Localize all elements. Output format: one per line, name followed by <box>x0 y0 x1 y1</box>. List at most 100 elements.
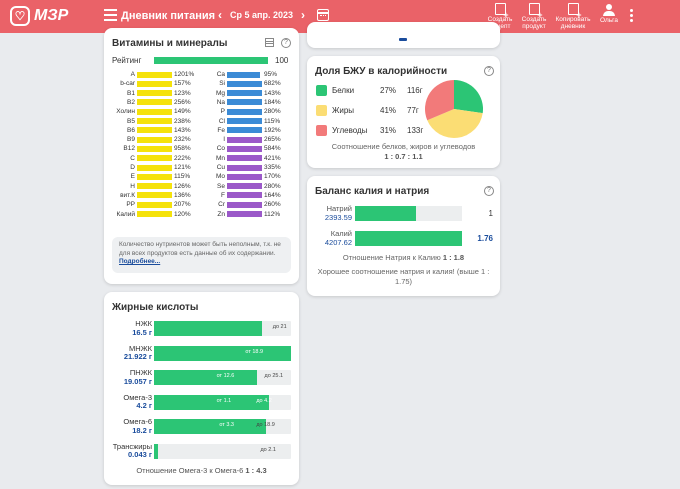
vitamin-name: PP <box>126 201 135 209</box>
kna-ratio-label: Отношение Натрия к Калию <box>342 253 441 262</box>
vitamin-bar <box>227 127 262 134</box>
copy-diary-button[interactable]: Копировать дневник <box>554 3 592 30</box>
vitamin-percent: 192% <box>264 126 281 134</box>
vitamin-bar <box>227 192 262 199</box>
menu-icon[interactable] <box>104 9 117 21</box>
vitamin-name: вит.К <box>120 191 135 199</box>
fatty-acids-title: Жирные кислоты <box>112 302 199 313</box>
note-text: Количество нутриентов может быть неполны… <box>119 241 281 257</box>
bju-color-swatch <box>316 105 327 116</box>
help-icon[interactable]: ? <box>484 66 494 76</box>
vitamin-bar <box>137 80 172 87</box>
fatty-acid-fill <box>154 321 263 336</box>
next-day-chevron-icon[interactable]: › <box>300 8 305 22</box>
vitamin-percent: 120% <box>174 210 191 218</box>
create-product-button[interactable]: Создать продукт <box>517 3 551 30</box>
fatty-acid-value: 18.2 г <box>132 425 152 435</box>
fatty-acid-track: от 12.6 до 25.1 <box>154 370 291 385</box>
vitamin-name: Cr <box>218 201 225 209</box>
vitamin-name: H <box>130 182 135 190</box>
create-product-icon <box>528 3 543 19</box>
vitamin-percent: 256% <box>174 98 191 106</box>
fatty-acid-fill <box>154 394 270 410</box>
bju-card: Доля БЖУ в калорийности ? Белки 27% 116г Жи… <box>307 56 500 168</box>
fatty-acid-norm-tick: от 3.3 <box>219 422 234 428</box>
vitamin-percent: 184% <box>264 98 281 106</box>
create-recipe-button[interactable]: Создать рецепт <box>483 3 517 30</box>
fatty-acid-track: от 1.1 до 4.2 <box>154 394 291 410</box>
user-profile-button[interactable]: Ольга <box>594 3 624 24</box>
rating-label: Рейтинг <box>112 56 142 65</box>
vitamin-percent: 121% <box>174 164 191 171</box>
bju-grams: 77г <box>407 106 419 115</box>
vitamin-bar <box>227 201 262 208</box>
heart-logo-icon: ♡ <box>10 6 30 26</box>
vitamin-percent: 682% <box>264 80 281 88</box>
fatty-acid-track: от 3.3 до 18.9 <box>154 419 291 434</box>
kna-ratio: Отношение Натрия к Калию 1 : 1.8 <box>307 253 500 263</box>
value-marker <box>399 38 407 41</box>
logo[interactable]: ♡ МЗР <box>10 6 68 26</box>
vitamin-percent: 136% <box>174 191 191 199</box>
kna-name: Натрий <box>326 204 352 213</box>
vitamin-bar <box>137 99 172 106</box>
potassium-sodium-card: Баланс калия и натрия ? Натрий 2393.59 1 Ка… <box>307 176 500 296</box>
fatty-acid-norm-tick: до 21 <box>272 324 287 330</box>
vitamin-percent: 232% <box>174 136 191 144</box>
date-navigator: ‹ Ср 5 апр. 2023 › <box>218 8 305 22</box>
fatty-acid-label: Омега-3 4.2 г <box>104 392 152 411</box>
vitamin-percent: 157% <box>174 80 191 88</box>
bju-ratio-value: 1 : 0.7 : 1.1 <box>384 152 423 161</box>
more-options-icon[interactable] <box>630 9 633 22</box>
more-details-link[interactable]: Подробнее... <box>119 258 161 265</box>
help-icon[interactable]: ? <box>281 38 291 48</box>
vitamin-name: Si <box>219 80 225 88</box>
create-recipe-label-2: рецепт <box>489 23 511 30</box>
fatty-acid-norm-tick: до 2.1 <box>260 446 276 453</box>
vitamin-percent: 222% <box>174 154 191 162</box>
fatty-acid-name: ПНЖК <box>129 368 152 377</box>
vitamin-name: A <box>130 71 135 78</box>
fatty-acid-track: до 21 <box>154 321 291 336</box>
vitamin-percent: 335% <box>264 164 281 171</box>
create-recipe-icon <box>494 3 509 19</box>
vitamin-bar <box>137 201 172 208</box>
vitamin-name: B12 <box>123 145 135 153</box>
vitamin-percent: 170% <box>264 173 281 181</box>
logo-text: МЗР <box>34 7 69 24</box>
vitamin-percent: 143% <box>264 89 281 97</box>
copy-diary-label-1: Копировать <box>555 16 591 23</box>
vitamin-name: Na <box>216 98 225 106</box>
vitamin-percent: 584% <box>264 145 281 153</box>
vitamin-percent: 1201% <box>174 71 195 78</box>
vitamin-name: Mo <box>215 173 225 181</box>
table-view-icon[interactable] <box>265 38 274 47</box>
fatty-acid-value: 4.2 г <box>136 401 152 410</box>
vitamin-name: Mn <box>215 154 225 162</box>
vitamin-bar <box>137 192 172 199</box>
fatty-acid-name: Омега-3 <box>123 392 152 402</box>
vitamin-bar <box>227 118 262 124</box>
vitamin-name: B2 <box>127 98 135 106</box>
prev-day-chevron-icon[interactable]: ‹ <box>218 8 222 22</box>
vitamin-name: Калий <box>116 210 135 218</box>
vitamin-bar <box>227 164 262 171</box>
nutrient-note: Количество нутриентов может быть неполны… <box>112 237 291 273</box>
fatty-acid-name: Омега-6 <box>123 417 152 426</box>
calendar-icon[interactable] <box>317 9 329 21</box>
current-date[interactable]: Ср 5 апр. 2023 <box>230 10 293 20</box>
vitamin-bar <box>137 173 172 180</box>
vitamin-bar <box>137 164 172 171</box>
kna-comment: Хорошее соотношение натрия и калия! (выш… <box>317 267 490 286</box>
vitamin-percent: 115% <box>264 117 281 125</box>
kna-amount: 2393.59 <box>324 212 352 222</box>
help-icon[interactable]: ? <box>484 186 494 196</box>
fatty-acid-label: МНЖК 21.922 г <box>104 344 152 362</box>
vitamins-title: Витамины и минералы <box>112 38 228 49</box>
kna-title: Баланс калия и натрия <box>315 186 430 197</box>
bju-name: Углеводы <box>332 126 368 135</box>
vitamin-bar <box>227 80 262 87</box>
fatty-acid-value: 16.5 г <box>132 327 152 337</box>
kna-fill <box>355 206 416 221</box>
fatty-acid-label: НЖК 16.5 г <box>104 319 152 337</box>
